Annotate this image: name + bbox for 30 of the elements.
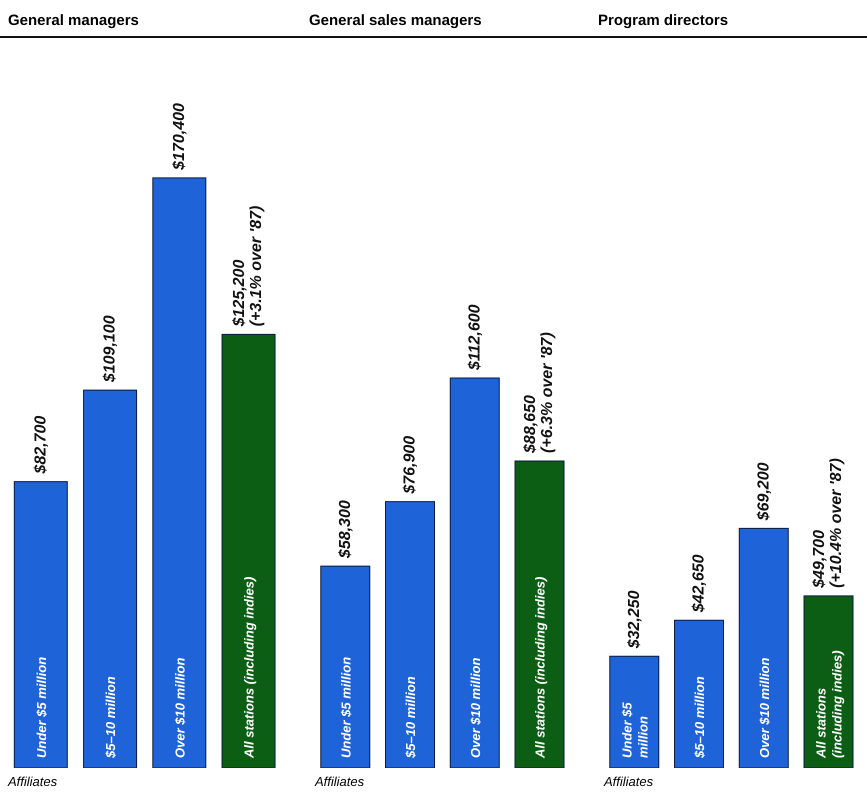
data-label: $58,300 [336, 500, 354, 560]
data-label: $112,600 [466, 304, 484, 372]
x-tick-label: $5–10 million [102, 676, 118, 759]
text: Affiliates [314, 774, 366, 789]
text: Affiliates [602, 774, 654, 789]
x-tick-label: All stations (including indies) [813, 650, 844, 759]
x-tick-label: Over $10 million [172, 658, 187, 758]
chart-title: General sales managers [289, 6, 578, 38]
data-label: $49,700 (+10.4% over '87) [811, 458, 846, 589]
x-tick-label: Over $10 million [467, 658, 482, 758]
chart-title: Program directors [578, 6, 867, 38]
data-label: $42,650 [690, 554, 708, 614]
data-label: $32,250 [626, 590, 643, 650]
data-label: $109,100 [102, 315, 119, 384]
x-tick-label: Under $5 million [618, 702, 650, 758]
data-label: $69,200 [755, 462, 772, 522]
chart-title: General managers [0, 6, 289, 38]
x-tick-label: All stations (including indies) [532, 576, 548, 759]
x-tick-label: Under $5 million [338, 656, 353, 758]
data-label: $76,900 [402, 436, 419, 495]
x-tick-label: All stations (including indies) [241, 576, 256, 759]
x-tick-label: Under $5 million [33, 656, 48, 758]
x-tick-label: $5–10 million [402, 676, 418, 759]
data-label: $88,650 (+6.3% over '87) [522, 332, 556, 454]
x-tick-label: Over $10 million [756, 658, 772, 758]
data-label: $82,700 [32, 416, 50, 475]
x-tick-label: $5–10 million [692, 676, 707, 759]
text: Affiliates [6, 774, 58, 789]
data-label: $170,400 [170, 103, 188, 171]
data-label: $125,200 (+3.1% over '87) [231, 206, 266, 328]
